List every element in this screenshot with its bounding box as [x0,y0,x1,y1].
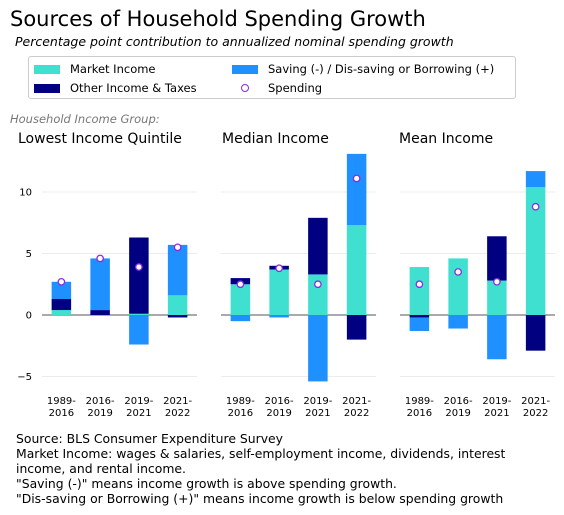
panel-title-lowest: Lowest Income Quintile [18,131,182,147]
y-tick-label: 0 [26,311,32,322]
spending-point [173,243,182,252]
legend-swatch-other-income [34,83,60,93]
spending-point [57,277,66,286]
bar-segment [525,171,546,188]
bar-segment [409,317,430,331]
bar-segment [230,315,251,322]
bar-segment [167,315,188,318]
bar-segment [129,315,149,345]
bar-segment [409,267,430,315]
legend: Market Income Other Income & Taxes Savin… [28,56,516,99]
bar-segment [269,315,289,318]
x-tick-label: 2021-2022 [521,396,550,419]
x-tick-label: 2019-2021 [482,396,511,419]
bar-segment [346,315,367,340]
bar-segment [448,315,468,329]
bar-segment [346,153,367,226]
spending-point [454,268,462,276]
legend-item-saving: Saving (-) / Dis-saving or Borrowing (+) [232,62,494,76]
bar-segment [525,315,546,351]
legend-label-saving: Saving (-) / Dis-saving or Borrowing (+) [268,62,495,76]
spending-point [236,280,245,289]
chart-subtitle: Percentage point contribution to annuali… [15,34,454,49]
notes: Source: BLS Consumer Expenditure Survey … [16,431,546,506]
legend-swatch-saving [232,64,258,74]
bar-segment [308,315,328,382]
bar-segment [167,244,188,296]
bar-segment [90,258,110,311]
bar-segment [487,315,507,360]
x-tick-label: 2019-2021 [124,396,153,419]
legend-item-spending: Spending [232,81,322,95]
spending-point [493,277,501,286]
y-tick-label: 10 [19,188,32,199]
bar-segment [90,310,110,315]
legend-swatch-market-income [34,64,60,74]
spending-point [96,254,104,263]
legend-label-spending: Spending [268,81,323,95]
spending-marker-icon [232,83,258,93]
chart-title: Sources of Household Spending Growth [10,7,426,31]
x-tick-label: 1989-2016 [405,396,434,419]
bar-segment [51,281,72,300]
note-saving: "Saving (-)" means income growth is abov… [16,476,397,491]
group-label: Household Income Group: [10,112,160,126]
note-market-income-2: income, and rental income. [16,461,186,476]
x-tick-label: 2021-2022 [163,396,192,419]
x-tick-label: 2021-2022 [342,396,371,419]
bar-segment [51,299,72,311]
legend-item-market-income: Market Income [34,62,156,76]
bar-segment [230,284,251,315]
y-tick-label: −5 [17,372,32,383]
x-tick-label: 2016-2019 [265,396,294,419]
spending-point [531,202,540,211]
bar-segment [487,236,507,281]
spending-point [135,263,143,271]
bar-segment [308,274,328,315]
panel-title-mean: Mean Income [399,131,494,147]
spending-point [352,174,361,183]
x-tick-label: 1989-2016 [226,396,255,419]
bar-segment [409,315,430,318]
chart-area: 1989-2016 2016-2019 2019-2021 2021-2022 1989… [17,153,555,419]
legend-label-other-income: Other Income & Taxes [70,81,197,95]
legend-item-other-income: Other Income & Taxes [34,81,197,95]
panel-title-median: Median Income [222,131,329,147]
bar-segment [346,225,367,315]
legend-label-market-income: Market Income [70,62,156,76]
bar-segment [129,237,149,314]
bar-segment [269,269,289,315]
x-tick-label: 2016-2019 [86,396,115,419]
bar-segment [525,187,546,315]
bar-segment [308,217,328,275]
spending-point [275,264,283,273]
note-source: Source: BLS Consumer Expenditure Survey [16,431,284,446]
note-dissaving: "Dis-saving or Borrowing (+)" means inco… [16,491,504,506]
bar-segment [167,295,188,315]
bar-segment [129,313,149,315]
x-tick-label: 2019-2021 [303,396,332,419]
bar-segment [448,258,468,315]
bar-segment [487,280,507,315]
spending-point [314,280,322,289]
x-tick-label: 1989-2016 [47,396,76,419]
spending-point [415,280,424,289]
x-tick-label: 2016-2019 [444,396,473,419]
y-tick-label: 5 [26,249,32,260]
bar-segment [51,310,72,315]
note-market-income-1: Market Income: wages & salaries, self-em… [16,446,506,461]
